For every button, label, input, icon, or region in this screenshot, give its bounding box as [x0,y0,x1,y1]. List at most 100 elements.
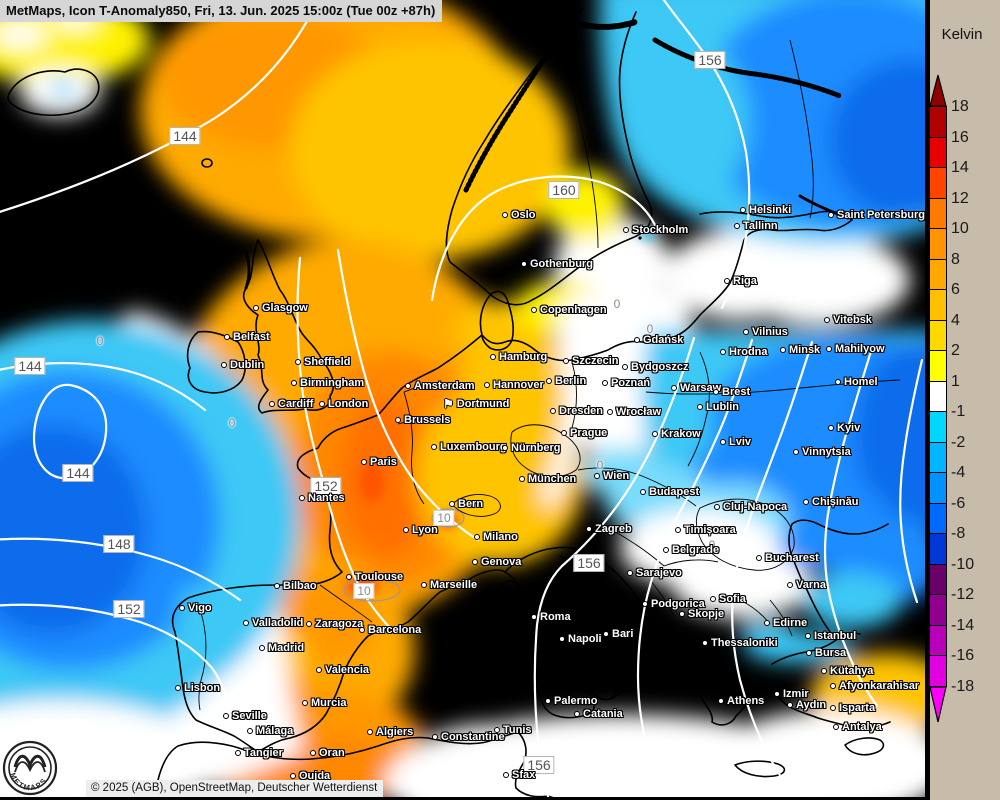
city-marker-icon [253,305,259,311]
city-label: Hrodna [720,346,768,358]
city-label: Napoli [559,633,602,645]
city-marker-icon [395,417,401,423]
city-label: London [319,398,368,410]
city-name: Bydgoszcz [631,361,689,373]
city-marker-icon [545,698,551,704]
city-label: Dublin [221,359,264,371]
city-marker-icon [634,337,640,343]
city-marker-icon [502,212,508,218]
contour-value-label: 10 [433,510,455,526]
colorbar-segments [929,106,947,687]
city-label: Riga [724,275,757,287]
city-name: Luxembourg [440,441,507,453]
city-label: Istanbul [805,630,856,642]
city-label: Bucharest [756,552,819,564]
city-marker-icon [421,582,427,588]
city-marker-icon [718,698,724,704]
city-name: Istanbul [814,630,857,642]
city-name: Toulouse [355,571,404,583]
city-marker-icon [627,570,633,576]
city-marker-icon [432,734,438,740]
city-marker-icon [724,278,730,284]
city-label: Zagreb [586,523,632,535]
city-label: Palermo [545,695,597,707]
zero-contour-label: 0 [708,538,716,552]
colorbar-segment [929,533,947,565]
colorbar-tick-label: -6 [951,494,966,512]
city-label: Berlin [546,375,586,387]
city-name: Tallinn [743,220,778,232]
city-name: Roma [540,611,571,623]
city-name: Glasgow [262,302,308,314]
city-label: Barcelona [359,624,421,636]
city-marker-icon [652,431,658,437]
colorbar-segment [929,289,947,321]
city-label: Glasgow [253,302,308,314]
city-marker-icon [310,750,316,756]
city-name: Edirne [773,617,808,629]
city-marker-icon [494,727,500,733]
city-marker-icon [594,473,600,479]
city-label: Valencia [316,664,369,676]
city-name: Brussels [404,414,451,426]
city-label: Brest [713,386,750,398]
city-name: Varna [796,579,826,591]
city-marker-icon [361,459,367,465]
city-name: Izmir [783,688,809,700]
city-marker-icon [299,495,305,501]
colorbar-tick-label: -8 [951,525,966,542]
city-marker-icon [259,645,265,651]
city-label: Sfax [503,769,535,781]
city-label: Tangier [235,747,283,759]
city-marker-icon [316,667,322,673]
city-label: Wien [594,470,629,482]
city-label: Hamburg [490,351,547,363]
contour-value-label: 144 [169,127,201,145]
city-label: Cardiff [269,398,313,410]
city-marker-icon [221,362,227,368]
city-marker-icon [734,223,740,229]
city-name: Antalya [842,721,882,733]
city-marker-icon [561,430,567,436]
contour-value-label: 152 [113,600,145,618]
city-marker-icon [607,409,613,415]
city-name: Sarajevo [636,567,682,579]
city-label: Milano [474,531,518,543]
city-label: Genova [472,556,521,568]
city-marker-icon [474,534,480,540]
attribution-text: © 2025 (AGB), OpenStreetMap, Deutscher W… [91,782,378,794]
city-marker-icon [830,705,836,711]
colorbar-tick-label: -2 [951,433,966,451]
map-bottom-frame [0,797,928,800]
city-name: Lisbon [184,682,221,694]
city-marker-icon [574,711,580,717]
contour-value-label: 156 [523,756,555,774]
city-label: Catania [574,708,623,720]
city-marker-icon [563,358,569,364]
city-label: Sofia [710,593,746,605]
map-panel-divider [925,0,928,800]
city-marker-icon [756,555,762,561]
city-marker-icon [675,527,681,533]
colorbar-segment [929,106,947,138]
city-label: Seville [223,710,267,722]
city-label: Wrocław [607,406,661,418]
city-label: Málaga [247,725,293,737]
city-name: Madrid [268,642,305,654]
city-name: Gdańsk [643,334,684,346]
city-label: Thessaloniki [702,637,778,649]
city-label: Zaragoza [306,618,363,630]
city-marker-icon [490,354,496,360]
colorbar-tick-label: -4 [951,464,966,481]
city-name: Málaga [256,725,294,737]
city-name: Lublin [706,401,739,413]
city-marker-icon [302,700,308,706]
city-marker-icon [472,559,478,565]
city-label: Lublin [697,401,739,413]
city-marker-icon [179,605,185,611]
city-marker-icon [806,650,812,656]
city-marker-icon [740,207,746,213]
city-label: Nürnberg [502,442,561,454]
city-label: Bydgoszcz [622,361,688,373]
